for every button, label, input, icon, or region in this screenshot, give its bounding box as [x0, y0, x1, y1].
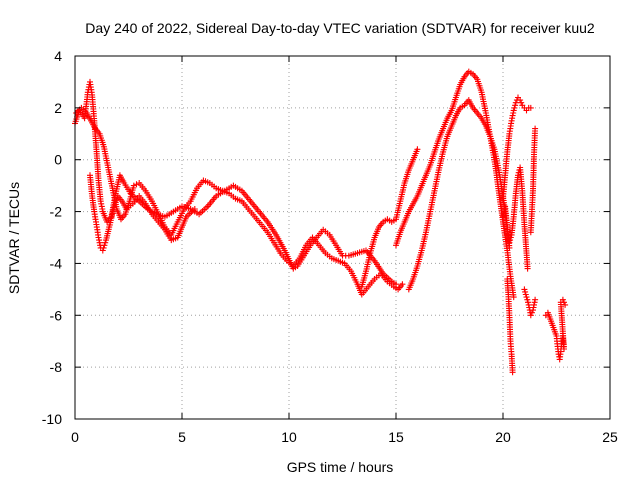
- data-point: [98, 200, 105, 207]
- data-point: [509, 369, 516, 376]
- y-tick-label: -6: [50, 307, 63, 323]
- data-point: [191, 206, 198, 212]
- data-point: [518, 99, 525, 106]
- data-point: [522, 291, 529, 298]
- series-track-i: [504, 276, 516, 376]
- data-point: [507, 234, 514, 241]
- data-point: [99, 247, 106, 254]
- data-point: [532, 296, 539, 303]
- x-tick-label: 25: [602, 429, 618, 445]
- data-point: [524, 296, 531, 303]
- series-track-k: [542, 296, 569, 363]
- data-point: [527, 104, 534, 111]
- data-point: [399, 281, 406, 288]
- data-points: [72, 68, 569, 376]
- y-tick-label: -4: [50, 255, 63, 271]
- data-point: [133, 181, 140, 188]
- series-track-a: [72, 78, 399, 288]
- y-tick-label: 2: [54, 100, 62, 116]
- data-point: [511, 104, 518, 111]
- data-point: [524, 265, 531, 272]
- data-point: [510, 294, 517, 301]
- x-axis-label: GPS time / hours: [287, 459, 394, 475]
- data-point: [528, 309, 535, 316]
- data-point: [522, 288, 529, 295]
- axis-ticks: 0 5 10 15 20 25 -10 -8 -6 -4 -2 0 2 4: [42, 48, 618, 445]
- series-track-f: [358, 146, 421, 290]
- data-point: [523, 294, 530, 301]
- series-track-g: [500, 94, 534, 202]
- plot-frame: [74, 55, 611, 420]
- data-point: [512, 102, 519, 109]
- x-tick-label: 10: [281, 429, 297, 445]
- y-tick-label: -2: [50, 204, 63, 220]
- series-track-c: [87, 172, 198, 254]
- data-point: [525, 299, 531, 306]
- data-point: [130, 182, 137, 189]
- data-point: [561, 299, 567, 306]
- series-track-d: [393, 68, 517, 301]
- data-point: [414, 146, 421, 153]
- data-point: [559, 296, 566, 303]
- y-tick-label: 4: [54, 48, 62, 64]
- data-point: [102, 239, 109, 246]
- y-tick-label: -10: [42, 411, 62, 427]
- data-point: [517, 97, 524, 104]
- data-point: [101, 242, 108, 249]
- data-point: [507, 237, 514, 244]
- grid-lines: [75, 56, 610, 419]
- series-track-j: [521, 125, 539, 319]
- data-point: [527, 312, 534, 319]
- data-point: [100, 244, 107, 251]
- data-point: [509, 112, 516, 119]
- data-point: [531, 301, 537, 308]
- data-point: [95, 234, 102, 241]
- x-tick-label: 5: [178, 429, 186, 445]
- data-point: [506, 244, 513, 251]
- y-tick-label: -8: [50, 359, 63, 375]
- data-point: [532, 125, 539, 132]
- series-track-h: [500, 164, 531, 272]
- x-tick-label: 20: [495, 429, 511, 445]
- data-point: [512, 99, 519, 106]
- chart-title: Day 240 of 2022, Sidereal Day-to-day VTE…: [85, 20, 595, 36]
- series-track-b: [73, 104, 406, 298]
- data-point: [562, 301, 569, 308]
- x-tick-label: 15: [388, 429, 404, 445]
- y-axis-label: SDTVAR / TECUs: [6, 182, 22, 294]
- data-point: [506, 239, 513, 246]
- y-tick-label: 0: [54, 152, 62, 168]
- x-tick-label: 0: [71, 429, 79, 445]
